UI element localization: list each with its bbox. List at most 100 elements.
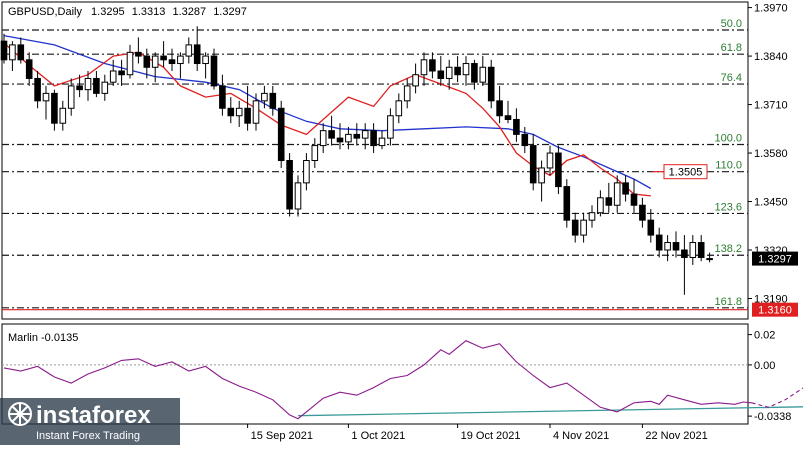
candle-body [286,160,293,210]
fib-levels: 50.0 61.8 76.4 100.0 110.0 123.6 138.2 161.8 [2,18,748,311]
candle [622,175,629,202]
candle [639,197,646,228]
ohlc-open: 1.3295 [91,6,125,18]
candle [311,138,319,168]
price-tick-label: 1.3970 [754,3,788,15]
candle [101,74,109,101]
candles [0,26,713,295]
fib-level-label: 50.0 [721,18,742,30]
candle [25,52,33,86]
candle [84,70,92,101]
candle [294,175,302,217]
price-box [663,164,708,180]
instaforex-watermark: instaforex Instant Forex Trading [0,398,180,445]
candle [647,208,655,243]
candle-body [479,66,487,83]
candle [160,41,167,68]
candle-body [17,44,25,61]
candle [42,85,50,120]
candle-body [244,107,251,124]
time-tick-label: 15 Sep 2021 [251,430,313,442]
candle-body [445,66,453,79]
candle [93,70,100,98]
candle [521,126,529,154]
candle-body [303,160,310,184]
candle-body [219,85,226,109]
candle-body [277,107,285,162]
candle-body [160,55,167,61]
candle-body [76,85,83,91]
candle-body [378,137,386,147]
watermark-logo-text: instaforex [36,402,151,429]
candle [370,123,377,154]
candle [0,33,8,64]
candle [412,63,419,94]
candle-body [294,182,302,210]
fib-level-label: 110.0 [715,160,742,172]
candle-body [437,70,445,79]
candle-body [672,242,680,251]
candle [185,37,193,64]
marlin-axis: 0.02 0.00 -0.0338 [748,330,791,423]
instaforex-logo-icon [8,402,32,426]
candle-body [546,152,554,169]
marlin-tick-label: 0.02 [754,330,775,342]
candle [210,48,218,90]
candle [378,130,386,150]
candle-body [630,193,638,206]
candle-body [202,55,209,65]
candle [135,37,142,64]
candle-body [135,51,142,57]
candle [462,56,470,86]
candle-body [613,182,621,206]
marlin-line [3,340,752,420]
fib-level-label: 76.4 [721,72,742,84]
candle [403,78,411,109]
candle-body [454,66,461,76]
candle-body [118,70,125,76]
candle-body [655,234,663,251]
candle-body [168,59,176,65]
ohlc-low: 1.3287 [172,6,206,18]
marlin-tick-label: 0.00 [754,360,775,372]
candle-body [563,186,571,221]
candle [345,126,352,150]
candle-body [471,63,478,83]
time-tick-label: 1 Oct 2021 [351,430,405,442]
candle [51,89,58,131]
candle [563,179,571,228]
candle [664,235,671,262]
candle [555,145,562,195]
fib-level-label: 138.2 [714,243,742,255]
candle [126,44,134,79]
candle-body [143,55,151,68]
candle [177,52,184,79]
candle-body [513,118,520,135]
candle-body [227,107,235,117]
candle [681,235,688,295]
time-axis: 15 Sep 2021 1 Oct 2021 19 Oct 2021 4 Nov 20… [247,424,708,442]
candle [59,100,67,131]
candle-body [681,249,688,258]
candle [597,190,604,217]
candle-body [336,137,344,143]
candle [76,74,83,98]
time-tick-label: 4 Nov 2021 [553,430,609,442]
candle-body [487,66,495,102]
candle [34,70,41,109]
candle-body [25,59,33,79]
candle [429,52,436,79]
candle-body [261,92,268,102]
price-pane-frame [1,1,749,320]
fib-level-label: 61.8 [721,42,742,54]
fib-level-label: 161.8 [714,296,742,308]
marlin-title: Marlin -0.0135 [8,332,78,344]
candle-body [59,107,67,124]
price-boxes: 1.3297 1.3505 1.3160 [652,164,798,317]
candle-body [605,197,613,206]
candle [303,153,310,191]
candle-body [269,92,277,109]
candle [504,100,512,124]
candle-body [93,77,100,94]
